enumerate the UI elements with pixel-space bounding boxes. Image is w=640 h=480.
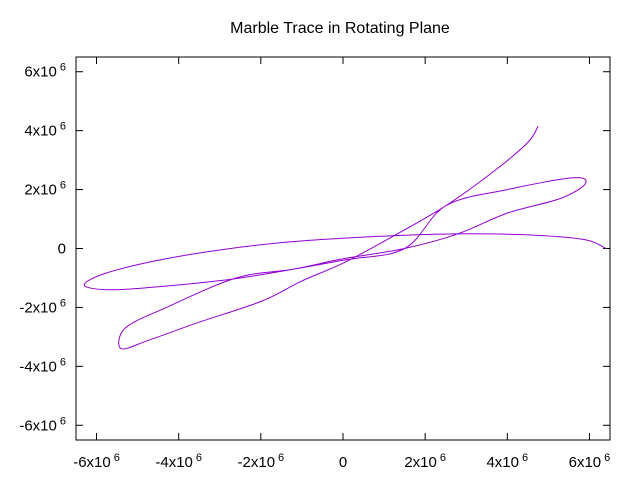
y-tick-label: -2x10 6 bbox=[19, 297, 66, 316]
y-tick-label: -4x10 6 bbox=[19, 356, 66, 375]
x-tick-label: -6x10 6 bbox=[73, 452, 120, 471]
y-tick-label: 2x10 6 bbox=[24, 180, 66, 199]
series-line bbox=[83, 125, 607, 350]
y-tick-label: -6x10 6 bbox=[19, 415, 66, 434]
x-tick-label: 2x10 6 bbox=[404, 452, 446, 471]
axis-ticks bbox=[76, 57, 610, 440]
y-axis-tick-labels: 6x10 6 4x10 6 2x10 6 0 -2x10 6 -4x10 6 -6x10 6 bbox=[19, 62, 66, 435]
x-tick-label: 4x10 6 bbox=[486, 452, 528, 471]
y-tick-label: 0 bbox=[58, 241, 66, 258]
y-tick-label: 4x10 6 bbox=[24, 121, 66, 140]
x-tick-label: -2x10 6 bbox=[238, 452, 285, 471]
x-tick-label: 6x10 6 bbox=[569, 452, 611, 471]
series-layer bbox=[83, 125, 607, 350]
x-tick-label: 0 bbox=[339, 454, 347, 471]
chart-title: Marble Trace in Rotating Plane bbox=[230, 20, 450, 37]
y-tick-label: 6x10 6 bbox=[24, 62, 66, 81]
x-axis-tick-labels: -6x10 6 -4x10 6 -2x10 6 0 2x10 6 4x10 6 6x10 6 bbox=[73, 452, 610, 471]
x-tick-label: -4x10 6 bbox=[155, 452, 202, 471]
plot-area: -6x10 6 -4x10 6 -2x10 6 0 2x10 6 4x10 6 6x10 6 6x10 6… bbox=[19, 56, 611, 471]
